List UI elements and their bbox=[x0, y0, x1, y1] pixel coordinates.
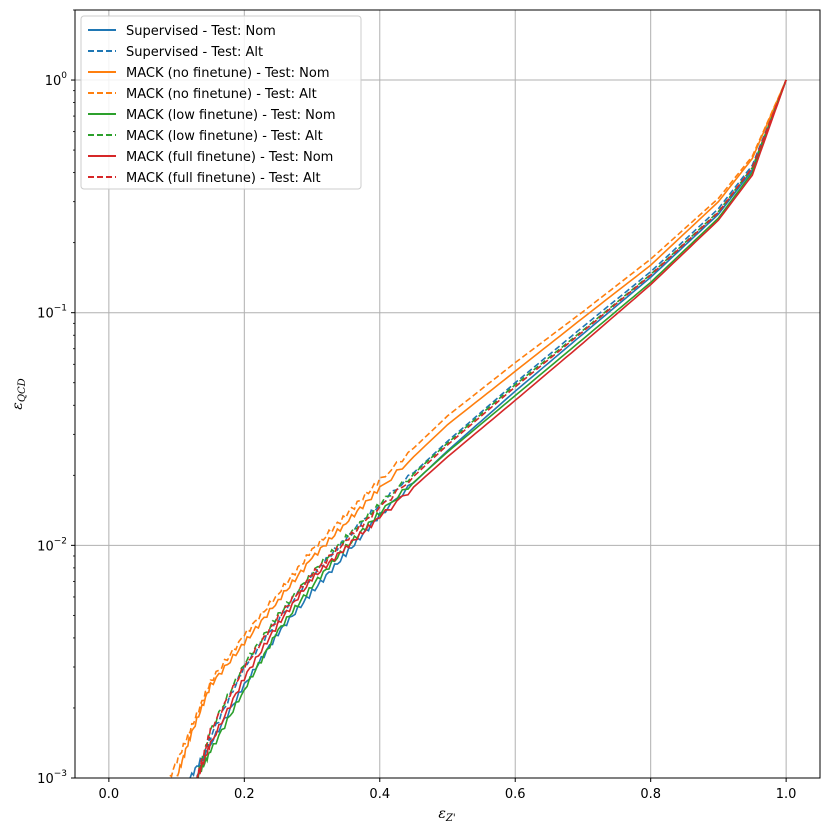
y-tick-label: 100 bbox=[45, 71, 68, 89]
tick-marks bbox=[71, 9, 787, 782]
y-axis-label: εQCD bbox=[10, 378, 28, 409]
legend: Supervised - Test: Nom Supervised - Test:… bbox=[80, 15, 362, 190]
x-tick-label: 1.0 bbox=[776, 787, 797, 802]
series-layer bbox=[169, 79, 787, 778]
legend-label: MACK (full finetune) - Test: Nom bbox=[126, 150, 333, 165]
series-line bbox=[169, 79, 787, 778]
x-tick-label: 0.6 bbox=[505, 787, 526, 802]
tick-labels: 0.0 0.2 0.4 0.6 0.8 1.0 10−3 10−2 10−1 100 bbox=[37, 71, 796, 802]
series-line bbox=[196, 79, 787, 778]
series-line bbox=[176, 79, 787, 777]
legend-label: Supervised - Test: Nom bbox=[126, 24, 276, 39]
legend-label: Supervised - Test: Alt bbox=[126, 45, 263, 60]
x-tick-label: 0.8 bbox=[640, 787, 661, 802]
series-line bbox=[196, 79, 787, 778]
legend-label: MACK (full finetune) - Test: Alt bbox=[126, 171, 321, 186]
legend-label: MACK (low finetune) - Test: Nom bbox=[126, 108, 336, 123]
legend-box bbox=[80, 15, 362, 190]
y-tick-label: 10−1 bbox=[37, 304, 67, 322]
y-tick-label: 10−3 bbox=[37, 769, 67, 787]
y-tick-label: 10−2 bbox=[37, 536, 67, 554]
series-line bbox=[196, 79, 787, 778]
plot-frame bbox=[74, 9, 821, 779]
x-axis-label: εZ' bbox=[438, 806, 455, 824]
legend-label: MACK (no finetune) - Test: Alt bbox=[126, 87, 317, 102]
x-tick-label: 0.2 bbox=[234, 787, 255, 802]
legend-label: MACK (no finetune) - Test: Nom bbox=[126, 66, 330, 81]
x-tick-label: 0.0 bbox=[99, 787, 120, 802]
legend-label: MACK (low finetune) - Test: Alt bbox=[126, 129, 323, 144]
x-tick-label: 0.4 bbox=[369, 787, 390, 802]
